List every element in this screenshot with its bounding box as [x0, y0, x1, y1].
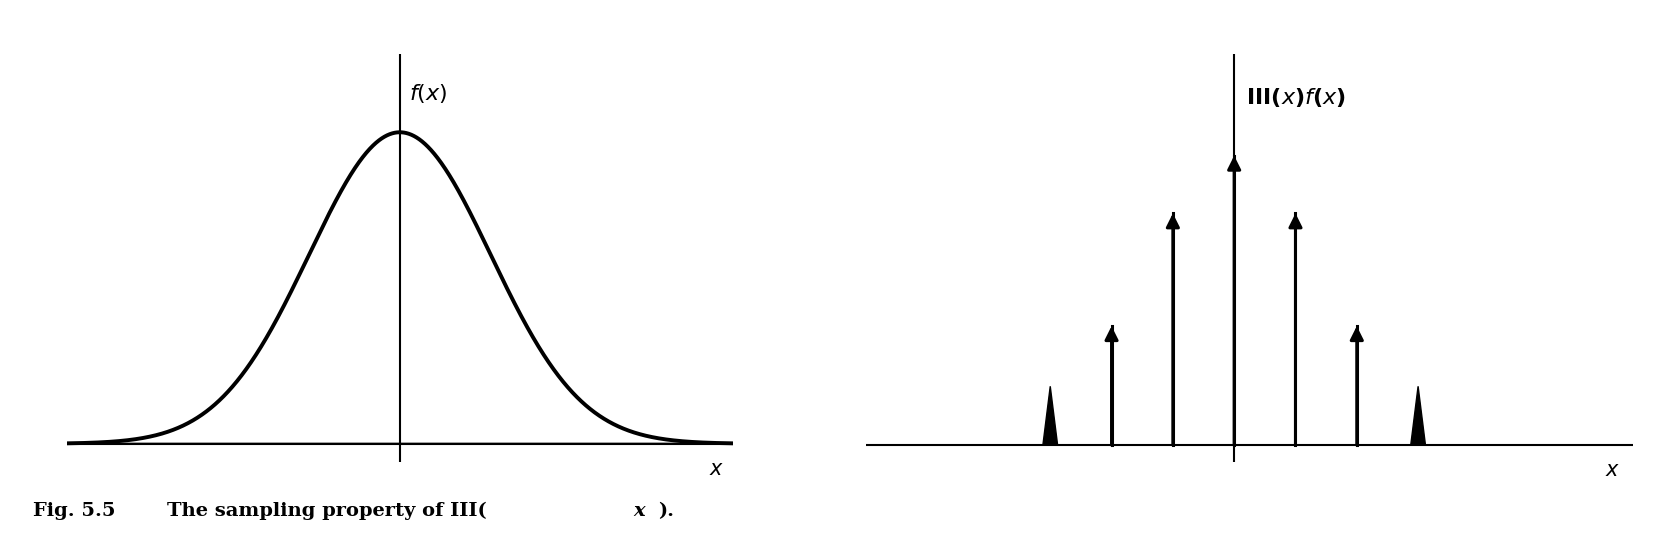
Text: $f(x)$: $f(x)$	[408, 82, 448, 104]
Text: $x$: $x$	[708, 459, 725, 479]
Text: $\bf{III}$$\bf{(}$$\it{x}$$\bf{)}$$\it{f}$$\bf{(}$$\it{x}$$\bf{)}$: $\bf{III}$$\bf{(}$$\it{x}$$\bf{)}$$\it{f…	[1246, 85, 1346, 109]
Text: $x$: $x$	[1606, 460, 1621, 479]
Text: x: x	[633, 502, 645, 521]
Polygon shape	[1043, 386, 1058, 445]
Text: ).: ).	[658, 502, 675, 521]
Text: Fig. 5.5: Fig. 5.5	[33, 502, 117, 521]
Polygon shape	[1411, 386, 1426, 445]
Text: The sampling property of III(: The sampling property of III(	[167, 502, 486, 521]
